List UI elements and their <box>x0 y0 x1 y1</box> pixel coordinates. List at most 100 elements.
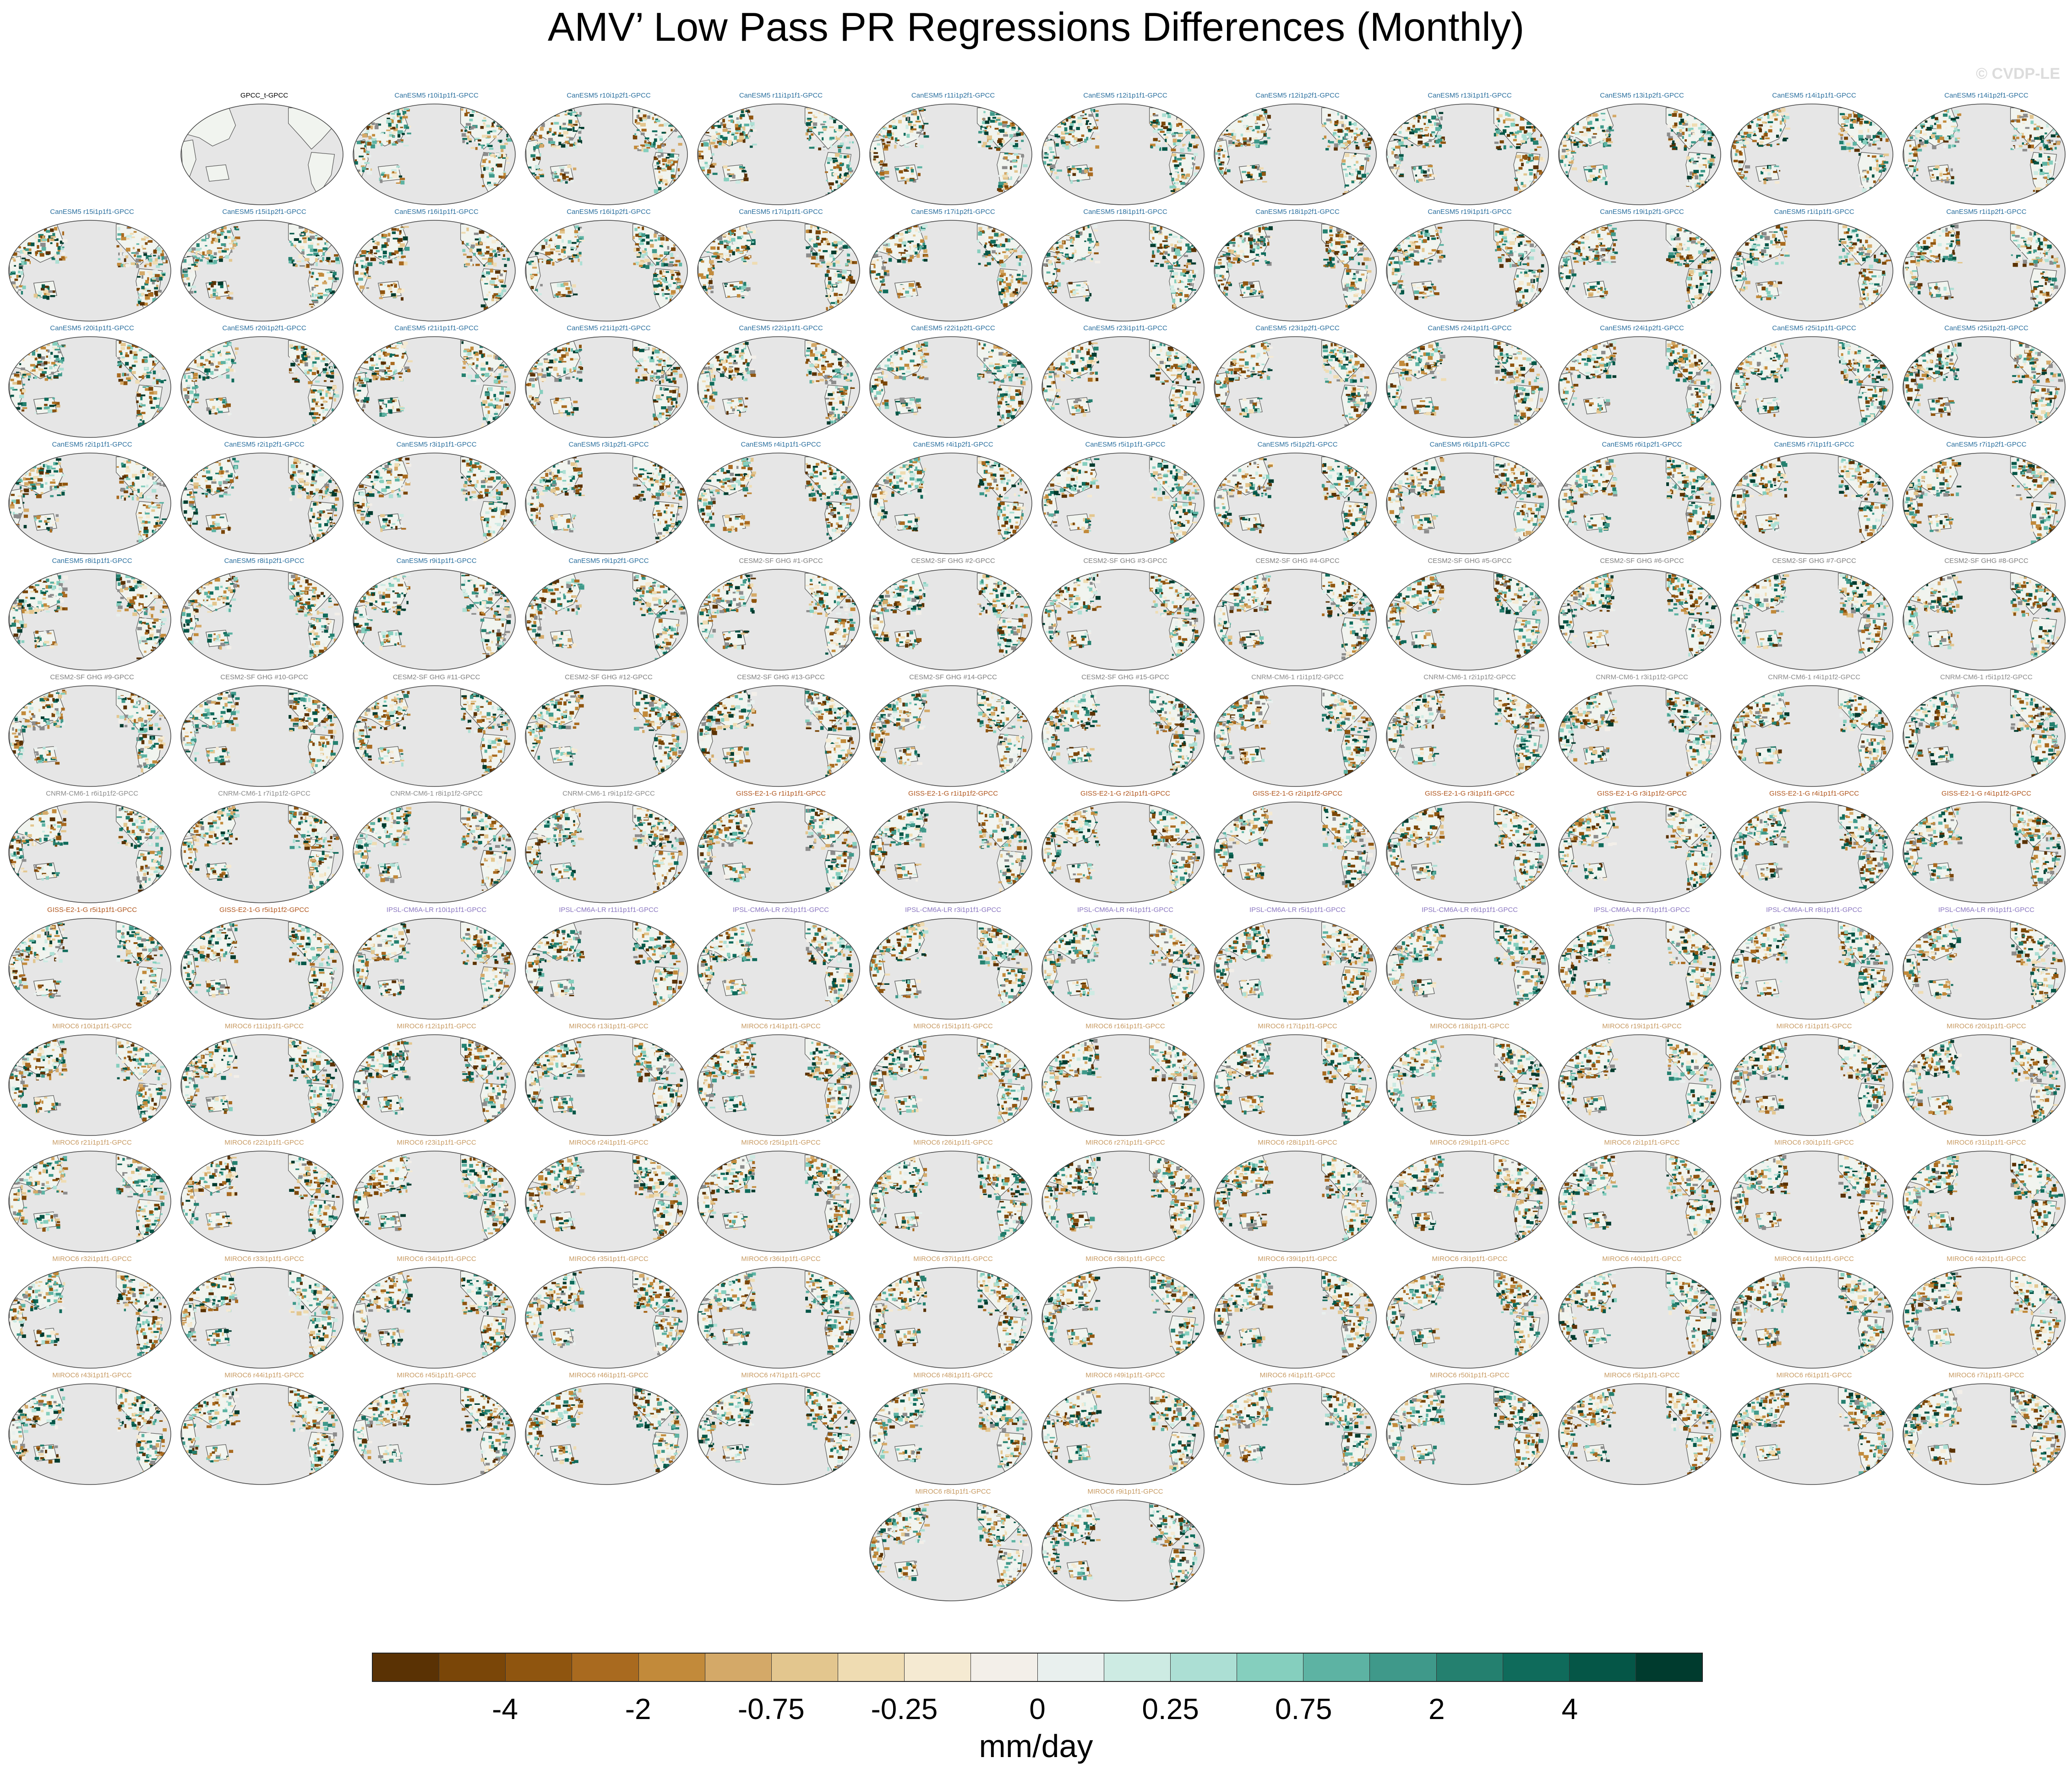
anomaly-cell <box>982 142 987 145</box>
anomaly-cell <box>1365 191 1369 194</box>
anomaly-cell <box>1251 144 1255 146</box>
anomaly-cell <box>361 141 365 143</box>
anomaly-cell <box>1573 136 1576 140</box>
anomaly-cell <box>543 224 547 227</box>
anomaly-cell <box>890 132 894 136</box>
anomaly-cell <box>536 156 541 160</box>
anomaly-cell <box>994 109 999 112</box>
anomaly-cell <box>1957 113 1962 116</box>
anomaly-cell <box>506 157 509 159</box>
anomaly-cell <box>1172 138 1177 142</box>
anomaly-cell <box>502 175 506 179</box>
anomaly-cell <box>465 126 468 128</box>
anomaly-cell <box>153 249 157 254</box>
anomaly-cell <box>577 115 581 117</box>
anomaly-cell <box>1522 137 1527 142</box>
anomaly-cell <box>1180 154 1185 157</box>
anomaly-cell <box>1843 118 1847 120</box>
anomaly-cell <box>1777 168 1779 172</box>
anomaly-cell <box>1065 145 1069 150</box>
anomaly-cell <box>365 224 370 227</box>
anomaly-cell <box>1883 153 1889 156</box>
anomaly-cell <box>1417 132 1420 136</box>
anomaly-cell <box>398 114 401 117</box>
anomaly-cell <box>1844 136 1848 140</box>
anomaly-cell <box>1228 133 1233 136</box>
anomaly-cell <box>382 114 388 117</box>
anomaly-cell <box>1887 126 1891 130</box>
anomaly-cell <box>724 177 729 181</box>
anomaly-cell <box>320 226 325 230</box>
anomaly-cell <box>1353 122 1357 126</box>
anomaly-cell <box>148 293 153 297</box>
anomaly-cell <box>1003 176 1009 180</box>
anomaly-cell <box>1046 136 1048 140</box>
europe-landmass <box>505 112 515 134</box>
anomaly-cell <box>571 260 574 262</box>
anomaly-cell <box>813 136 816 140</box>
anomaly-cell <box>499 193 504 196</box>
anomaly-cell <box>540 233 544 236</box>
anomaly-cell <box>1237 139 1240 142</box>
anomaly-cell <box>156 284 158 289</box>
anomaly-cell <box>725 254 730 257</box>
anomaly-cell <box>911 113 914 115</box>
anomaly-cell <box>1020 195 1024 199</box>
anomaly-cell <box>1254 178 1257 182</box>
anomaly-cell <box>131 236 135 238</box>
anomaly-cell <box>884 145 889 149</box>
anomaly-cell <box>889 125 892 128</box>
anomaly-cell <box>1216 171 1218 173</box>
anomaly-cell <box>371 122 375 125</box>
anomaly-cell <box>739 136 744 140</box>
anomaly-cell <box>322 257 324 261</box>
anomaly-cell <box>498 229 501 233</box>
anomaly-cell <box>1261 109 1266 111</box>
anomaly-cell <box>373 227 376 231</box>
anomaly-cell <box>2040 192 2043 194</box>
anomaly-cell <box>1865 143 1870 146</box>
anomaly-cell <box>18 237 21 240</box>
anomaly-cell <box>302 233 304 235</box>
anomaly-cell <box>2040 169 2043 172</box>
anomaly-cell <box>705 137 707 139</box>
anomaly-cell <box>1858 135 1864 138</box>
anomaly-cell <box>1533 173 1536 176</box>
anomaly-cell <box>465 263 471 266</box>
anomaly-cell <box>1190 141 1194 143</box>
anomaly-cell <box>1389 123 1394 127</box>
europe-landmass <box>1194 112 1204 134</box>
anomaly-cell <box>1260 130 1266 133</box>
anomaly-cell <box>163 259 166 263</box>
anomaly-cell <box>295 264 298 267</box>
anomaly-cell <box>1250 178 1254 180</box>
anomaly-cell <box>1675 139 1679 142</box>
anomaly-cell <box>920 145 924 148</box>
anomaly-cell <box>379 227 382 231</box>
anomaly-cell <box>145 299 148 301</box>
anomaly-cell <box>1026 126 1028 129</box>
anomaly-cell <box>996 147 1001 151</box>
anomaly-cell <box>911 173 914 175</box>
anomaly-cell <box>1353 132 1358 135</box>
anomaly-cell <box>745 246 750 250</box>
anomaly-cell <box>1322 138 1324 140</box>
anomaly-cell <box>499 154 503 158</box>
anomaly-cell <box>54 227 58 231</box>
anomaly-cell <box>326 290 329 294</box>
anomaly-cell <box>676 117 682 120</box>
anomaly-cell <box>1738 168 1743 171</box>
anomaly-cell <box>532 271 536 274</box>
anomaly-cell <box>466 227 469 231</box>
anomaly-cell <box>1242 171 1247 173</box>
anomaly-cell <box>536 111 540 115</box>
anomaly-cell <box>539 135 542 139</box>
anomaly-cell <box>723 253 729 255</box>
anomaly-cell <box>1856 121 1858 124</box>
anomaly-cell <box>727 131 730 134</box>
anomaly-cell <box>327 262 331 265</box>
anomaly-cell <box>701 143 703 147</box>
anomaly-cell <box>155 294 158 296</box>
anomaly-cell <box>1712 156 1716 158</box>
anomaly-cell <box>1517 195 1522 199</box>
